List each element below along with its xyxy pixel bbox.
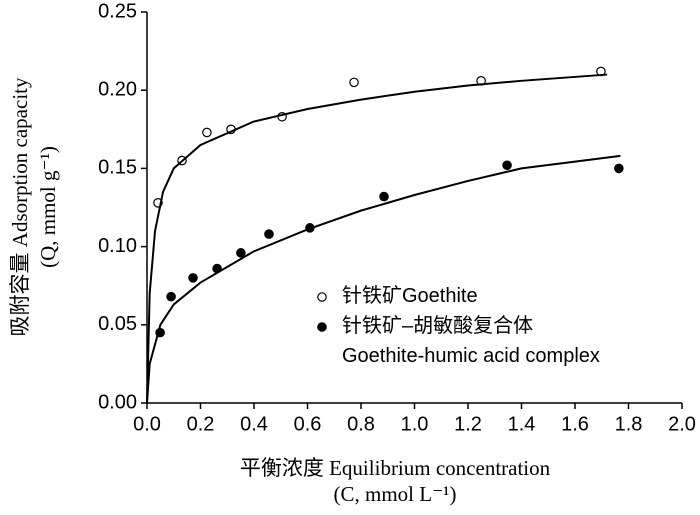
x-axis-label: (C, mmol L⁻¹) xyxy=(334,482,457,506)
filled-point xyxy=(236,248,246,258)
x-tick-label: 1.2 xyxy=(454,413,482,435)
y-tick-label: 0.10 xyxy=(98,235,137,257)
x-tick-label: 2.0 xyxy=(668,413,696,435)
filled-point xyxy=(502,160,512,171)
y-tick-label: 0.25 xyxy=(98,0,137,22)
y-axis-label: 吸附容量 Adsorption capacity xyxy=(8,77,32,336)
x-tick-label: 0.6 xyxy=(294,413,322,435)
x-tick-label: 0.0 xyxy=(133,413,161,435)
x-tick-label: 1.8 xyxy=(615,413,643,435)
filled-point xyxy=(188,273,198,283)
y-tick-label: 0.00 xyxy=(98,391,137,413)
x-tick-label: 1.0 xyxy=(401,413,429,435)
filled-point xyxy=(614,163,624,174)
legend-label: 针铁矿Goethite xyxy=(342,284,478,307)
filled-point xyxy=(166,291,176,302)
fit-curve xyxy=(146,154,621,404)
x-tick-label: 0.8 xyxy=(347,413,375,435)
filled-point xyxy=(317,322,327,332)
open-point xyxy=(202,127,212,138)
fit-curve xyxy=(146,73,608,404)
x-tick-label: 1.6 xyxy=(561,413,589,435)
y-axis-label: (Q, mmol g⁻¹) xyxy=(36,146,60,268)
x-tick-label: 0.2 xyxy=(187,413,215,435)
open-point xyxy=(317,292,327,302)
legend-label: 针铁矿–胡敏酸复合体 Goethite-humic acid complex xyxy=(342,314,600,367)
x-tick-label: 1.4 xyxy=(508,413,536,435)
x-axis-label: 平衡浓度 Equilibrium concentration xyxy=(240,456,551,480)
filled-point xyxy=(379,191,389,202)
open-point xyxy=(349,77,359,88)
filled-point xyxy=(264,229,274,239)
y-tick-label: 0.20 xyxy=(98,78,137,100)
y-tick-label: 0.15 xyxy=(98,157,137,179)
x-tick-label: 0.4 xyxy=(240,413,268,435)
y-tick-label: 0.05 xyxy=(98,313,137,335)
